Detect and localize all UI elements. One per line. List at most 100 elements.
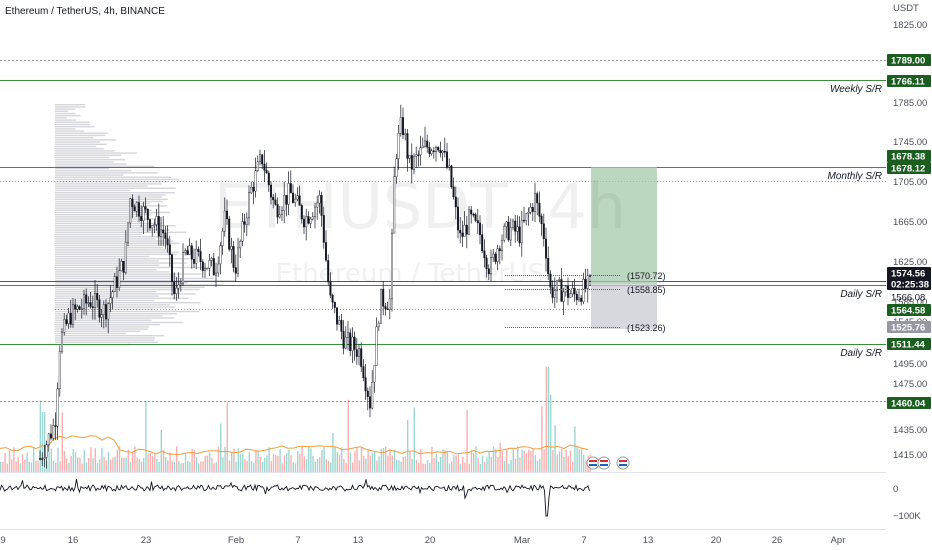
candle-body — [109, 297, 112, 304]
candle-body — [157, 216, 160, 237]
price-note-label: (1570.72) — [627, 271, 666, 281]
candle-body — [496, 248, 499, 262]
candle-body — [133, 206, 136, 212]
candle-body — [239, 241, 242, 249]
volume-bar — [343, 458, 345, 472]
candle-body — [71, 304, 74, 325]
candle-body — [135, 202, 138, 212]
candle-body — [364, 377, 367, 392]
volume-bar — [583, 454, 585, 472]
volume-bar — [464, 462, 466, 472]
candle-body — [507, 221, 510, 241]
candle-body — [137, 202, 140, 217]
volume-bar — [26, 452, 28, 472]
candle-body — [102, 304, 105, 315]
volume-bar — [156, 458, 158, 472]
candle-body — [76, 306, 79, 310]
candle-body — [578, 297, 581, 301]
price-axis[interactable]: USDT 1825.00 1785.00 1745.00 1705.00 1665.00 1… — [893, 3, 927, 522]
volume-bar — [506, 449, 508, 472]
candle-body — [188, 245, 191, 255]
volume-bar — [147, 453, 149, 472]
candle-body — [197, 248, 200, 252]
volume-bar — [563, 456, 565, 472]
volume-bar — [325, 459, 327, 472]
volume-bar — [270, 461, 272, 472]
candle-body — [181, 252, 184, 285]
volume-bar — [297, 451, 299, 472]
volume-bar — [149, 453, 151, 472]
symbol-title[interactable]: Ethereum / TetherUS, 4h, BINANCE — [5, 6, 165, 17]
candle-body — [318, 195, 321, 204]
candle-body — [441, 150, 444, 153]
volume-bar — [453, 455, 455, 472]
candle-body — [140, 216, 143, 222]
volume-bar — [6, 463, 8, 472]
candle-body — [454, 196, 457, 208]
volume-bar — [539, 458, 541, 472]
volume-profile-bar — [55, 132, 108, 134]
event-marker[interactable] — [616, 456, 630, 470]
time-axis-bg[interactable] — [0, 529, 886, 550]
price-tick-label: 1415.00 — [893, 450, 927, 461]
time-axis[interactable]: 9 16 23 Feb 7 13 20 Mar 7 13 20 26 Apr — [0, 535, 845, 546]
volume-bar — [257, 450, 259, 472]
price-tag-bg — [887, 278, 931, 290]
volume-bar — [457, 454, 459, 472]
volume-bar — [567, 456, 569, 472]
sr-labels: Weekly S/R Monthly S/R Daily S/R Daily S/R — [828, 84, 882, 359]
candle-body — [439, 149, 442, 154]
event-marker[interactable] — [597, 456, 611, 470]
volume-profile-bar — [55, 152, 137, 154]
volume-bar — [19, 463, 22, 472]
volume-profile-bar — [55, 214, 152, 216]
price-tag-label: 1511.44 — [891, 340, 926, 351]
volume-profile-bar — [55, 319, 152, 321]
oscillator-tick-label: 0 — [893, 484, 898, 495]
volume-profile-bar — [55, 220, 139, 222]
candle-body — [329, 281, 332, 296]
flag-icon — [616, 456, 630, 470]
volume-bar — [413, 407, 415, 472]
candle-body — [351, 336, 354, 351]
candle-body — [573, 288, 576, 295]
volume-profile-bar — [55, 280, 236, 282]
candle-body — [525, 213, 528, 221]
volume-bar — [116, 449, 118, 472]
volume-bar — [547, 367, 550, 472]
candle-body — [463, 224, 466, 237]
candle-body — [391, 232, 394, 300]
volume-profile-bar — [55, 141, 100, 143]
candle-body — [545, 238, 548, 259]
target-zone — [591, 167, 657, 284]
volume-profile-bar — [55, 156, 110, 159]
volume-bar — [211, 457, 213, 472]
volume-bar — [545, 367, 547, 472]
flag-stripe — [600, 464, 608, 466]
candle-body — [395, 158, 398, 177]
event-markers[interactable] — [586, 456, 630, 470]
candle-body — [305, 216, 308, 228]
volume-bar — [556, 454, 558, 472]
candle-body — [78, 306, 81, 310]
volume-bar — [336, 452, 338, 472]
volume-bar — [387, 455, 389, 472]
volume-profile-bar — [55, 196, 162, 198]
volume-bar — [536, 460, 539, 472]
candle-body — [146, 209, 149, 220]
volume-bar — [281, 463, 283, 472]
volume-profile-bar — [55, 117, 67, 119]
candle-body — [122, 261, 125, 273]
price-tag-label: 1525.76 — [891, 323, 925, 334]
volume-bar — [554, 425, 556, 472]
candle-body — [419, 147, 422, 156]
level-lines — [0, 60, 886, 402]
volume-bar — [213, 463, 215, 472]
volume-bar — [290, 455, 292, 472]
volume-bar — [74, 451, 77, 472]
event-marker[interactable] — [586, 456, 600, 470]
volume-profile-bar — [55, 277, 214, 280]
candle-body — [118, 270, 121, 288]
candlesticks — [39, 104, 592, 469]
